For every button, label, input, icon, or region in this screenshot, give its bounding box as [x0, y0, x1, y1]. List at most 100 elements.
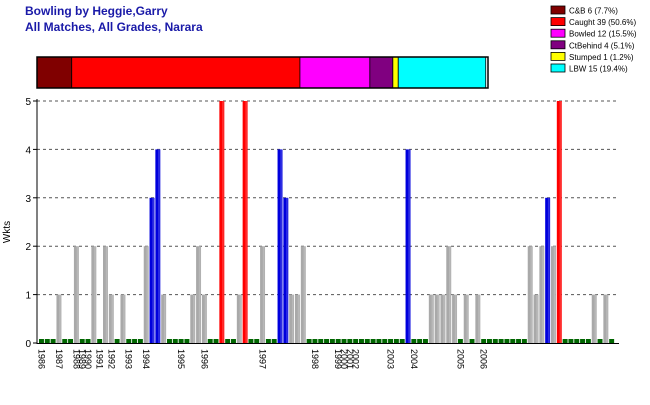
match-bar [440, 294, 446, 343]
bar-highlight [542, 246, 544, 343]
zero-bar [306, 339, 312, 343]
zero-bar [347, 339, 353, 343]
zero-bar [457, 339, 463, 343]
match-bar [533, 294, 539, 343]
legend-swatch [550, 5, 566, 15]
bar-highlight [553, 246, 556, 343]
x-tick-label: 1992 [106, 349, 116, 369]
share-segment [397, 56, 487, 89]
share-bar-border [36, 56, 489, 89]
zero-bar [568, 339, 574, 343]
zero-bar [213, 339, 219, 343]
zero-bar [114, 339, 120, 343]
zero-bar [85, 339, 91, 343]
bar-highlight [536, 294, 538, 343]
legend-swatch [550, 52, 566, 61]
zero-bar [609, 339, 615, 343]
match-bar [289, 294, 295, 343]
bar-highlight [594, 294, 597, 343]
zero-bar [68, 339, 74, 343]
x-tick-label: 2002 [351, 349, 361, 369]
x-tick-label: 1994 [141, 349, 151, 369]
bar-highlight [245, 101, 248, 343]
zero-bar [44, 339, 50, 343]
caught-bar [556, 101, 562, 343]
bar-highlight [111, 294, 114, 343]
match-bar [434, 294, 440, 343]
zero-bar [411, 339, 417, 343]
x-tick-label: 1998 [310, 349, 320, 369]
zero-bar [324, 339, 330, 343]
zero-bar [399, 339, 405, 343]
zero-bar [39, 339, 44, 343]
legend-label: Caught 39 (50.6%) [569, 18, 636, 27]
caught-bar [242, 101, 248, 343]
zero-bar [353, 339, 359, 343]
x-tick-label: 1990 [83, 349, 93, 369]
zero-bar [207, 339, 213, 343]
zero-bar [510, 339, 516, 343]
bars [39, 101, 615, 343]
zero-bar [376, 339, 382, 343]
zero-bar [231, 339, 236, 343]
chart-title: Bowling by Heggie,Garry [25, 4, 168, 18]
bar-highlight [262, 246, 265, 343]
match-bar [300, 246, 306, 343]
zero-bar [132, 339, 138, 343]
x-tick-label: 1987 [54, 349, 64, 369]
bar-highlight [239, 294, 242, 343]
y-tick-label: 5 [25, 97, 31, 108]
zero-bar [167, 339, 172, 343]
zero-bar [225, 339, 231, 343]
zero-bar [516, 339, 522, 343]
x-tick-label: 2005 [455, 349, 465, 369]
bar-highlight [303, 246, 306, 343]
legend-label: Stumped 1 (1.2%) [569, 53, 634, 62]
match-bar [446, 246, 452, 343]
zero-bar [126, 339, 132, 343]
share-segment [299, 56, 371, 89]
caught-bar [219, 101, 225, 343]
zero-bar [254, 339, 260, 343]
bar-highlight [286, 197, 288, 343]
match-bar [120, 294, 126, 343]
x-tick-label: 1999 [333, 349, 343, 369]
x-tick-label: 2003 [386, 349, 396, 369]
legend-swatch [550, 17, 566, 27]
match-bar [452, 294, 458, 343]
legend-label: CtBehind 4 (5.1%) [569, 41, 635, 50]
bar-highlight [478, 294, 480, 343]
legend-label: LBW 15 (19.4%) [569, 65, 628, 74]
bar-highlight [204, 294, 207, 343]
zero-bar [393, 339, 399, 343]
zero-bar [521, 339, 527, 343]
bar-highlight [559, 101, 562, 343]
y-tick-labels: 0 1 2 3 4 5 [25, 97, 37, 350]
chart-subtitle: All Matches, All Grades, Narara [25, 20, 203, 34]
grid-lines [37, 100, 617, 296]
zero-bar [481, 339, 487, 343]
bowled-bar [405, 149, 411, 343]
match-bar [196, 246, 202, 343]
bar-highlight [105, 246, 108, 343]
zero-bar [417, 339, 423, 343]
y-tick-label: 3 [25, 194, 31, 205]
zero-bar [335, 339, 341, 343]
x-tick-label: 1996 [199, 349, 209, 369]
match-bar [236, 294, 242, 343]
zero-bar [574, 339, 580, 343]
bowled-bar [149, 197, 155, 343]
x-tick-label: 1989 [77, 349, 87, 369]
x-tick-label: 1986 [37, 349, 47, 369]
zero-bar [184, 339, 190, 343]
x-tick-label: 1991 [95, 349, 105, 369]
zero-bar [370, 339, 376, 343]
match-bar [551, 246, 556, 343]
match-bar [539, 246, 545, 343]
y-tick-label: 1 [25, 291, 31, 302]
zero-bar [487, 339, 492, 343]
bar-highlight [152, 197, 154, 343]
bar-highlight [291, 294, 294, 343]
bar-highlight [198, 246, 201, 343]
x-tick-label: 1993 [124, 349, 134, 369]
